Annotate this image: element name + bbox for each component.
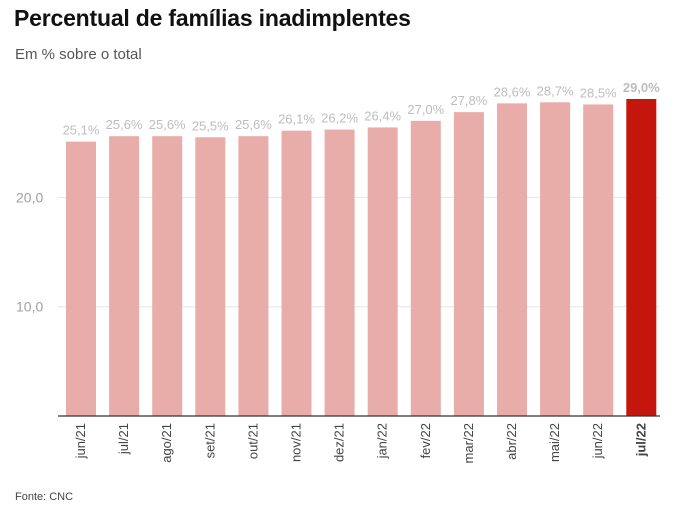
x-tick-label: jun/21 <box>73 423 88 459</box>
y-tick-label: 10,0 <box>16 299 43 315</box>
data-label: 26,4% <box>364 108 401 123</box>
bar <box>540 102 571 417</box>
bar <box>238 136 269 416</box>
bar <box>195 137 226 417</box>
x-tick-label: abr/22 <box>504 423 519 460</box>
y-tick-label: 20,0 <box>16 189 43 205</box>
x-tick-label: jan/22 <box>375 423 390 459</box>
data-label: 29,0% <box>623 80 660 95</box>
chart-title: Percentual de famílias inadimplentes <box>14 5 411 31</box>
x-tick-label: mai/22 <box>547 423 562 462</box>
chart-subtitle: Em % sobre o total <box>15 46 142 63</box>
x-tick-label: jul/22 <box>633 423 648 457</box>
bar <box>367 127 398 417</box>
x-tick-label: nov/21 <box>289 423 304 462</box>
bar <box>109 136 140 416</box>
bar <box>66 141 96 416</box>
data-label: 26,2% <box>321 111 358 126</box>
bar <box>453 112 484 416</box>
bar <box>626 99 657 416</box>
bar <box>324 129 355 416</box>
x-tick-label: ago/21 <box>159 423 174 463</box>
x-tick-label: jul/21 <box>116 423 131 455</box>
x-tick-label: dez/21 <box>332 423 347 462</box>
bar <box>497 103 527 417</box>
data-label: 25,6% <box>106 117 143 132</box>
data-label: 25,1% <box>63 123 100 138</box>
source-note: Fonte: CNC <box>15 491 74 503</box>
data-label: 27,8% <box>450 93 487 108</box>
data-label: 25,5% <box>192 118 229 133</box>
data-label: 25,6% <box>235 117 272 132</box>
x-tick-label: jun/22 <box>590 423 605 459</box>
x-tick-label: out/21 <box>245 423 260 459</box>
data-label: 25,6% <box>149 117 186 132</box>
bar <box>410 120 441 417</box>
bar <box>152 136 183 416</box>
x-tick-label: set/21 <box>202 423 217 458</box>
bar <box>583 104 614 416</box>
data-label: 27,0% <box>407 102 444 117</box>
data-label: 28,7% <box>537 83 574 98</box>
x-tick-label: mar/22 <box>461 423 476 463</box>
data-label: 28,5% <box>580 85 617 100</box>
x-tick-label: fev/22 <box>418 423 433 458</box>
data-label: 28,6% <box>494 84 531 99</box>
data-label: 26,1% <box>278 112 315 127</box>
bar <box>281 130 312 416</box>
